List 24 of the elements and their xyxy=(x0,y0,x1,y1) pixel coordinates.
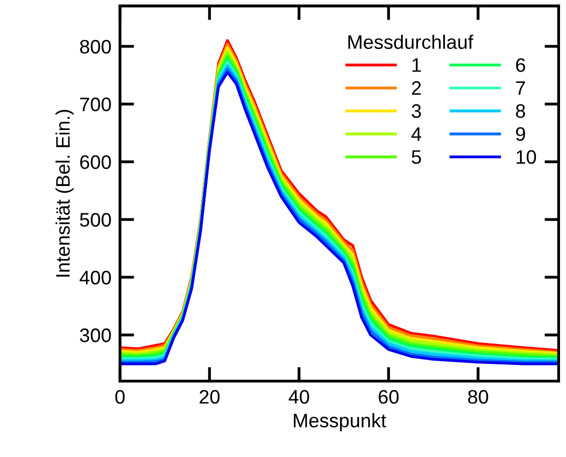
x-tick-label: 80 xyxy=(468,390,488,404)
legend-label: 7 xyxy=(516,81,525,95)
y-tick-label: 700 xyxy=(80,98,111,112)
legend-title: Messdurchlauf xyxy=(348,34,474,49)
x-tick-label: 0 xyxy=(115,390,125,404)
legend-label: 5 xyxy=(412,150,421,164)
x-axis-title: Messpunkt xyxy=(294,413,386,432)
y-axis-title: Intensität (Bel. Ein.) xyxy=(56,110,74,277)
legend-label: 4 xyxy=(411,127,422,141)
x-tick-label: 20 xyxy=(200,390,220,404)
y-tick-label: 600 xyxy=(80,155,111,170)
x-tick-label: 60 xyxy=(378,390,399,404)
legend-label: 3 xyxy=(412,104,421,118)
y-tick-label: 800 xyxy=(80,40,111,54)
y-tick-label: 400 xyxy=(80,270,111,284)
legend-label: 8 xyxy=(516,104,526,118)
legend-label: 6 xyxy=(516,58,526,72)
x-tick-label: 40 xyxy=(288,390,310,404)
legend-label: 1 xyxy=(412,58,421,72)
legend-label: 2 xyxy=(412,81,421,95)
legend-label: 9 xyxy=(516,127,526,141)
y-tick-label: 300 xyxy=(80,328,111,342)
y-tick-label: 500 xyxy=(80,212,111,227)
legend-label: 10 xyxy=(516,150,536,164)
